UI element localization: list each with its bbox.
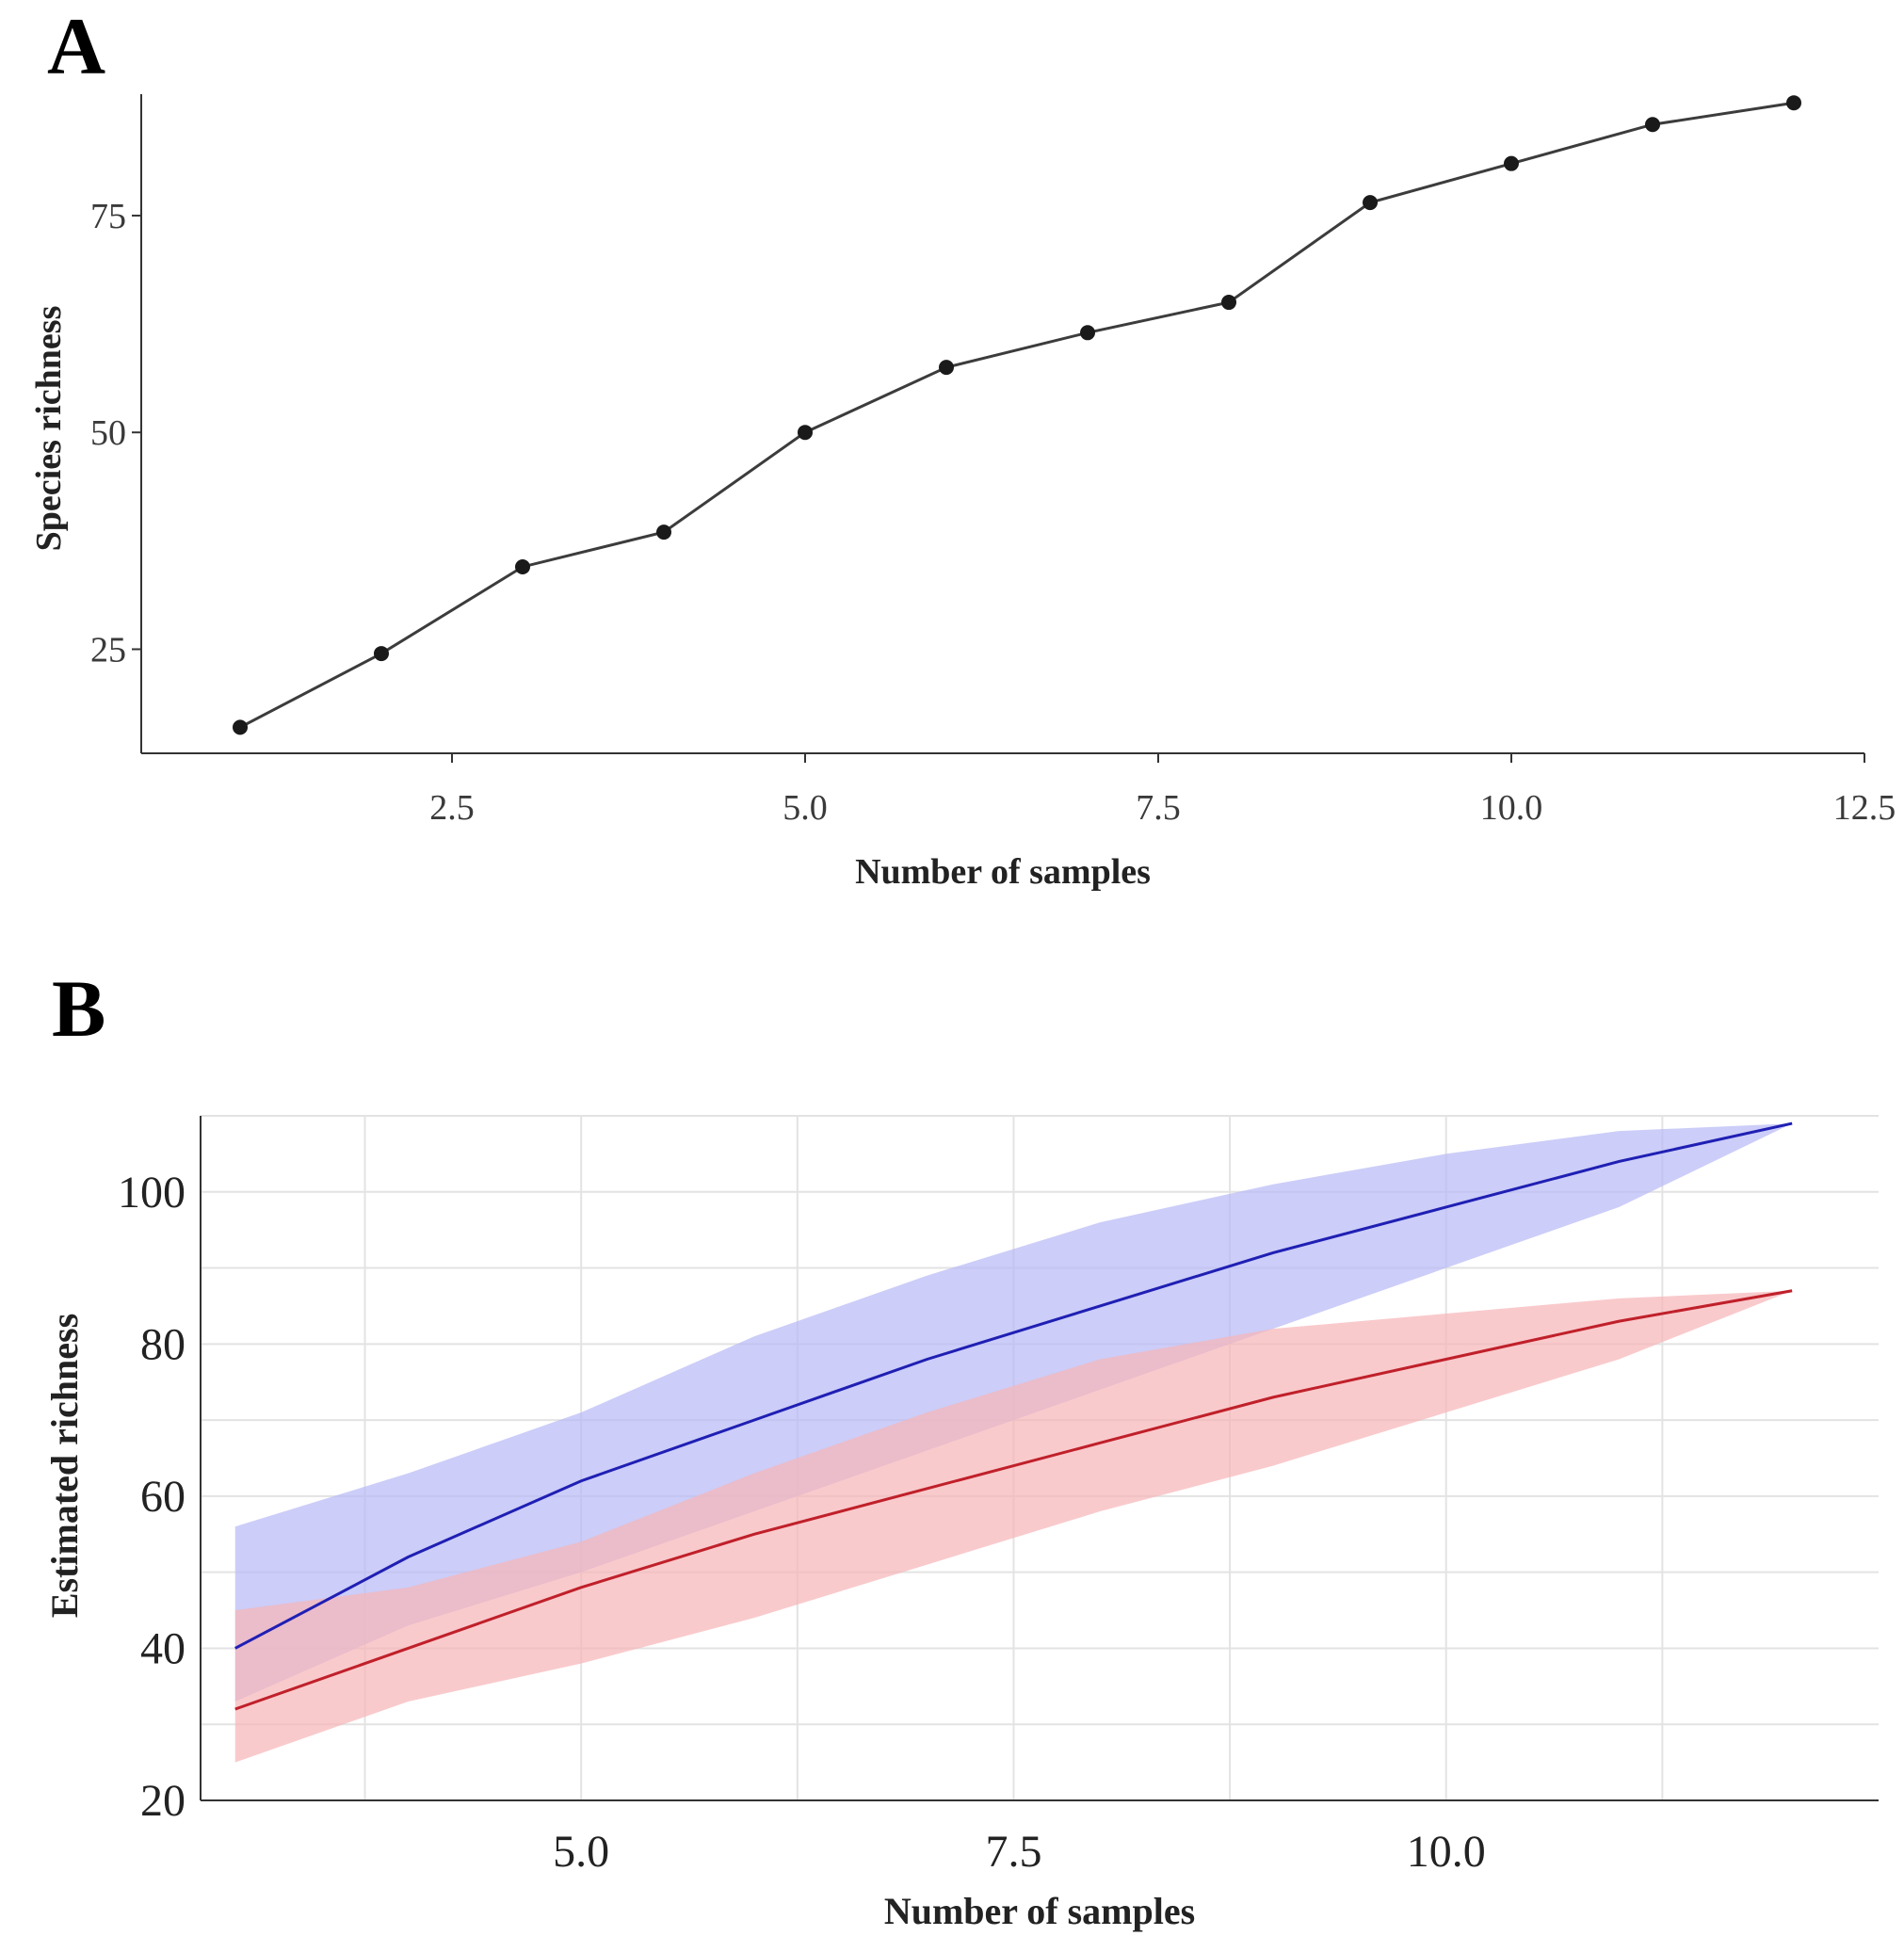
chart-a-x-tick-label: 12.5 (1833, 788, 1896, 828)
chart-a-data-point (1645, 117, 1660, 133)
chart-b-y-tick-label: 60 (140, 1472, 186, 1522)
chart-a-data-point (374, 646, 389, 662)
chart-b-y-axis-title: Estimated richness (43, 1314, 86, 1618)
panel-b-label: B (52, 963, 105, 1054)
chart-b-series-line-red (234, 1289, 1793, 1711)
chart-b-y-tick-label: 20 (140, 1776, 186, 1826)
chart-b-x-tick-label: 5.0 (553, 1827, 609, 1877)
chart-b-axes: 5.0 7.5 10.0 20 40 60 80 100 (118, 1116, 1879, 1877)
chart-a-data-point (233, 719, 248, 735)
chart-a-data-point (1786, 95, 1801, 111)
chart-b-x-axis-title: Number of samples (884, 1890, 1195, 1932)
chart-a-x-tick-label: 5.0 (783, 788, 828, 828)
chart-a-x-tick-label: 7.5 (1136, 788, 1181, 828)
chart-a-data-point (1221, 295, 1236, 311)
chart-b-series (234, 1121, 1793, 1763)
chart-b-confidence-band-red (234, 1290, 1793, 1763)
chart-a-y-tick-label: 50 (90, 413, 126, 453)
chart-a-series-line (239, 101, 1795, 729)
chart-b-x-tick-label: 10.0 (1407, 1827, 1486, 1877)
panel-a-label: A (47, 1, 105, 91)
chart-b-y-tick-label: 100 (118, 1168, 186, 1218)
chart-a-y-axis-title: Species richness (29, 306, 69, 552)
chart-a-data-point (515, 558, 530, 574)
chart-a-data-point (656, 524, 671, 540)
chart-b-y-tick-label: 40 (140, 1623, 186, 1673)
chart-a-data-point (1504, 155, 1519, 171)
chart-b-x-tick-label: 7.5 (985, 1827, 1041, 1877)
chart-a-data-point (1080, 325, 1095, 341)
chart-a-x-axis-title: Number of samples (855, 852, 1151, 892)
chart-a: 2.5 5.0 7.5 10.0 12.5 25 50 75 Number of sample… (29, 94, 1896, 892)
chart-b-series-line-blue (234, 1121, 1793, 1650)
chart-a-data-point (1363, 195, 1378, 211)
chart-a-data-point (939, 360, 954, 376)
chart-a-axes: 2.5 5.0 7.5 10.0 12.5 25 50 75 (90, 94, 1896, 828)
chart-b-y-tick-label: 80 (140, 1319, 186, 1369)
chart-a-series (233, 95, 1801, 735)
chart-a-x-tick-label: 2.5 (429, 788, 475, 828)
chart-a-data-point (798, 425, 813, 441)
chart-a-y-tick-label: 75 (90, 197, 126, 236)
chart-a-y-tick-label: 25 (90, 630, 126, 669)
chart-a-x-tick-label: 10.0 (1480, 788, 1543, 828)
